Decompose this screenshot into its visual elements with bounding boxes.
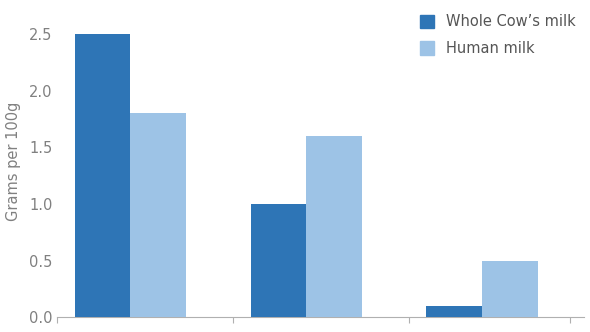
Bar — [251, 204, 306, 317]
Bar — [130, 113, 186, 317]
Y-axis label: Grams per 100g: Grams per 100g — [5, 102, 21, 221]
Bar — [482, 261, 537, 317]
Bar — [427, 306, 482, 317]
Bar — [306, 136, 362, 317]
Legend: Whole Cow’s milk, Human milk: Whole Cow’s milk, Human milk — [414, 9, 582, 62]
Bar — [75, 34, 130, 317]
